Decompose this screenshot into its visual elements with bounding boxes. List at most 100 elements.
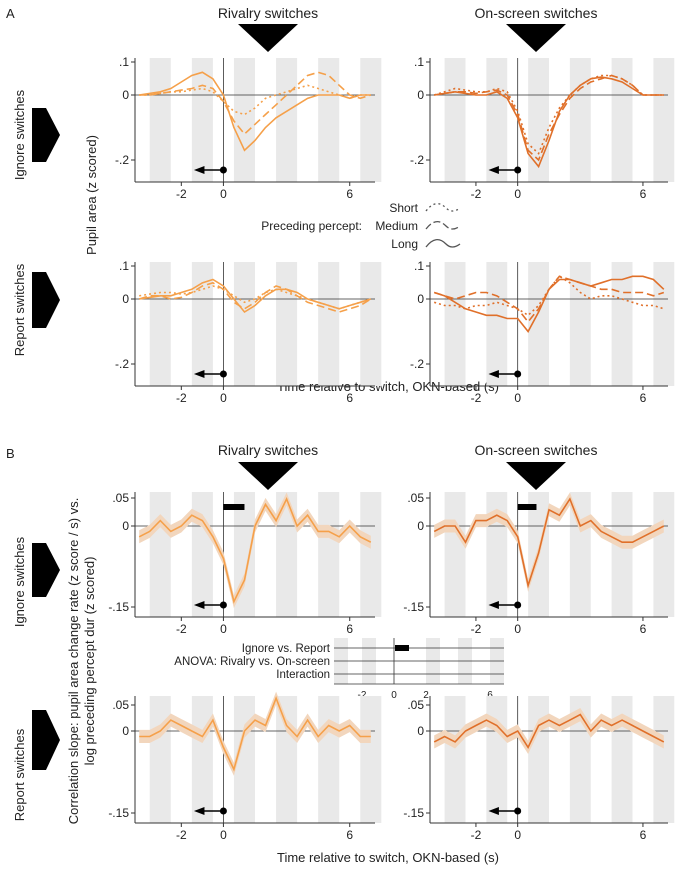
dot-icon	[514, 807, 522, 815]
grey-stripe	[360, 58, 382, 182]
x-tick-label: -2	[471, 187, 482, 201]
grey-stripe	[653, 262, 675, 386]
y-tick-label: 0	[122, 724, 129, 738]
legend-item-short: Short	[389, 201, 418, 215]
y-tick-label: .1	[119, 259, 129, 273]
grey-stripe	[318, 58, 340, 182]
y-tick-label: 0	[417, 292, 424, 306]
y-tick-label: 0	[122, 519, 129, 533]
arrow-left-icon	[488, 166, 499, 174]
anova-row-label-ignore-report: Ignore vs. Report	[242, 643, 331, 655]
grey-stripe	[569, 262, 591, 386]
grey-stripe	[191, 262, 213, 386]
y-tick-label: -.15	[108, 806, 129, 820]
y-tick-label: .1	[414, 259, 424, 273]
subplot-2: .1 0 -.2 -2 0 6	[410, 55, 675, 201]
legend-item-medium: Medium	[375, 219, 418, 233]
dot-icon	[514, 601, 522, 609]
grey-stripe	[486, 262, 508, 386]
x-tick-label: 0	[220, 622, 227, 636]
y-tick-label: .1	[414, 55, 424, 69]
x-tick-label: 0	[220, 391, 227, 405]
column-title-onscreen-a: On-screen switches	[475, 5, 598, 21]
x-tick-label: 0	[514, 391, 521, 405]
y-tick-label: .05	[407, 491, 424, 505]
grey-stripe	[191, 58, 213, 182]
subplot-5: .05 0 -.15 -2 0 6	[108, 491, 382, 636]
anova-tick-label: 0	[391, 690, 397, 701]
series-line-long	[139, 71, 371, 152]
x-tick-label: -2	[176, 622, 187, 636]
series-line-short	[139, 285, 372, 310]
y-tick-label: -.2	[410, 153, 424, 167]
grey-stripe	[486, 696, 508, 823]
grey-stripe	[149, 262, 171, 386]
row-label-report-a: Report switches	[12, 263, 27, 356]
grey-stripe	[528, 696, 549, 823]
grey-stripe	[444, 262, 466, 386]
series-line-long	[434, 76, 664, 169]
y-tick-label: 0	[122, 88, 129, 102]
x-tick-label: 6	[346, 391, 353, 405]
x-tick-label: -2	[471, 391, 482, 405]
dot-icon	[219, 166, 227, 174]
significance-bar	[223, 504, 245, 510]
y-tick-label: -.2	[410, 357, 424, 371]
anova-row-label-interaction: Interaction	[276, 669, 330, 681]
y-tick-label: .05	[407, 698, 424, 712]
grey-stripe	[528, 262, 549, 386]
y-tick-label: -.2	[115, 153, 129, 167]
anova-tick-label: 2	[423, 690, 429, 701]
grey-stripe	[360, 492, 382, 617]
dot-icon	[219, 601, 227, 609]
confidence-band	[139, 492, 371, 609]
x-tick-label: 6	[640, 391, 647, 405]
dot-icon	[514, 166, 522, 174]
x-axis-label-b: Time relative to switch, OKN-based (s)	[277, 850, 499, 865]
legend-item-long: Long	[391, 237, 418, 251]
column-title-onscreen-b: On-screen switches	[475, 442, 598, 458]
x-tick-label: -2	[471, 828, 482, 842]
x-tick-label: 0	[514, 187, 521, 201]
subplot-6: .05 0 -.15 -2 0 6	[403, 491, 675, 636]
grey-stripe	[149, 58, 171, 182]
grey-stripe	[611, 492, 633, 617]
subplot-3: .1 0 -.2 -2 0 6	[115, 259, 382, 405]
subplots: .1 0 -.2 -2 0 6 .1 0 -.2 -2 0 6 .1 0 -.2 -2 0 6 .1 0 -.2 -2 0 6…	[108, 55, 675, 842]
panel-letter-b: B	[6, 446, 15, 461]
anova-row-label-rivalry-onscreen: ANOVA: Rivalry vs. On-screen	[174, 656, 330, 668]
legend-swatch-long	[425, 239, 461, 248]
big-arrow-down-icon	[506, 24, 566, 52]
legend-preceding-percept: Preceding percept: Short Medium Long	[261, 201, 461, 251]
grey-stripe	[611, 58, 633, 182]
grey-stripe	[360, 696, 382, 823]
y-tick-label: .05	[112, 491, 129, 505]
row-label-ignore-a: Ignore switches	[12, 89, 27, 180]
significance-bar	[517, 504, 537, 510]
y-tick-label: .05	[112, 698, 129, 712]
series-line-medium	[139, 71, 372, 136]
subplot-4: .1 0 -.2 -2 0 6	[410, 259, 675, 405]
grey-stripe	[276, 492, 298, 617]
row-label-report-b: Report switches	[12, 728, 27, 821]
y-axis-label-a: Pupil area (z scored)	[84, 135, 99, 255]
grey-stripe	[528, 58, 549, 182]
subplot-7: .05 0 -.15 -2 0 6	[108, 691, 382, 842]
arrow-left-icon	[488, 370, 499, 378]
x-tick-label: 0	[220, 187, 227, 201]
arrow-left-icon	[193, 601, 205, 609]
y-axis-label-b-line1: Correlation slope: pupil area change rat…	[66, 498, 81, 825]
dot-icon	[514, 370, 522, 378]
y-tick-label: -.15	[108, 600, 129, 614]
arrow-left-icon	[193, 370, 205, 378]
x-tick-label: -2	[176, 828, 187, 842]
y-tick-label: 0	[417, 519, 424, 533]
row-label-ignore-b: Ignore switches	[12, 536, 27, 627]
y-tick-label: -.15	[403, 600, 424, 614]
y-tick-label: -.15	[403, 806, 424, 820]
confidence-band	[434, 708, 664, 754]
x-tick-label: 6	[346, 828, 353, 842]
x-tick-label: 6	[640, 187, 647, 201]
dot-icon	[219, 807, 227, 815]
column-title-rivalry-a: Rivalry switches	[218, 5, 318, 21]
